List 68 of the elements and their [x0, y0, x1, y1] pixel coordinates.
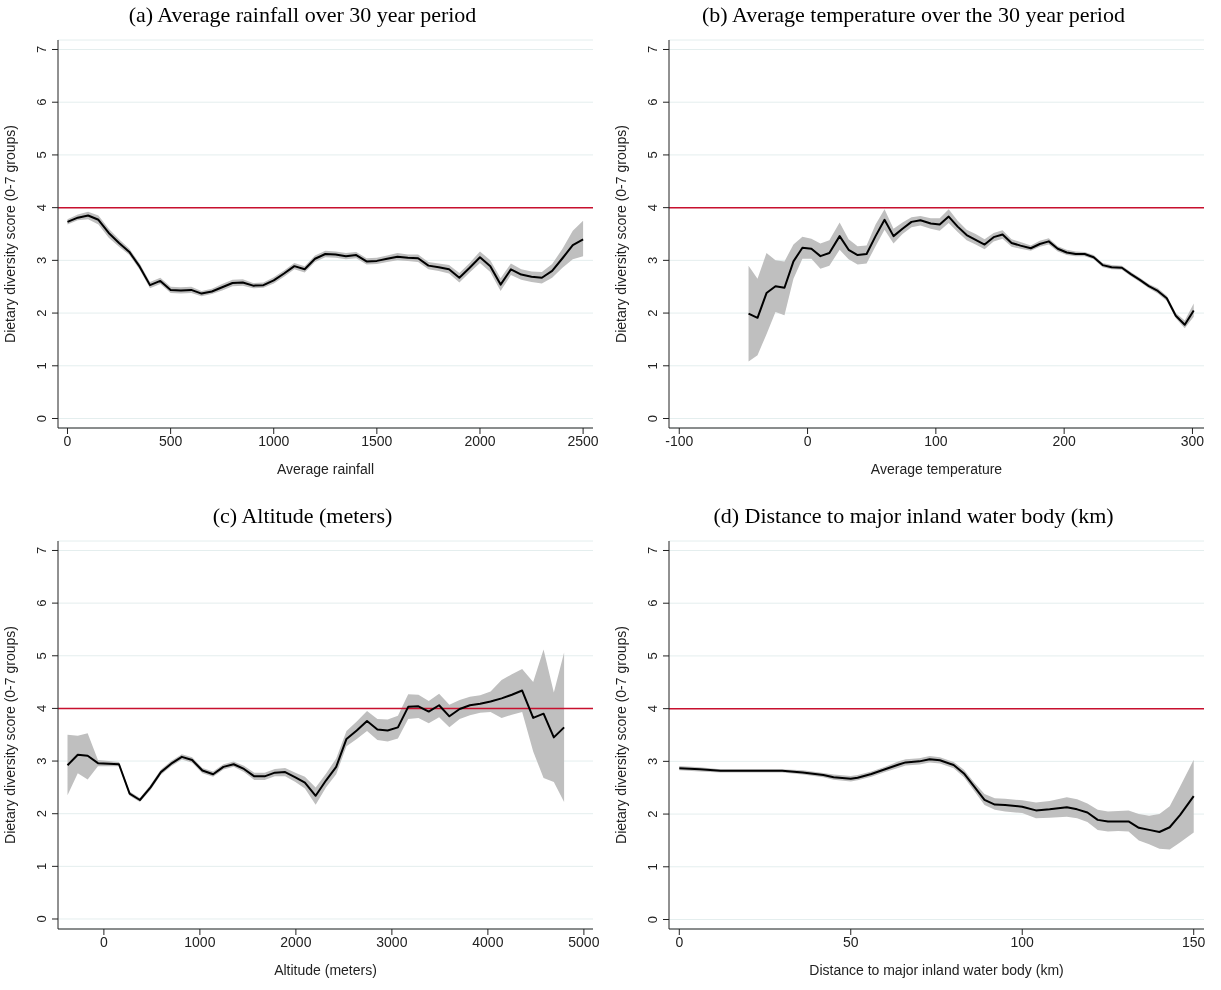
- y-tick-label: 7: [34, 546, 49, 555]
- y-tick-label: 6: [645, 599, 660, 607]
- chart-title: (d) Distance to major inland water body (km): [713, 502, 1114, 530]
- x-tick-label: 2500: [567, 432, 599, 449]
- y-tick-label: 7: [645, 546, 660, 555]
- x-tick-label: 3000: [376, 933, 408, 950]
- y-tick-label: 2: [34, 810, 49, 818]
- y-tick-label: 1: [645, 863, 660, 871]
- y-tick-label: 4: [645, 705, 660, 713]
- line-series: [747, 215, 1195, 326]
- y-tick-label: 4: [34, 204, 49, 212]
- x-axis-title: Average rainfall: [276, 461, 375, 477]
- y-tick-label: 6: [34, 599, 49, 607]
- y-axis-title: Dietary diversity score (0-7 groups): [1, 626, 18, 844]
- y-axis-title: Dietary diversity score (0-7 groups): [612, 125, 629, 343]
- x-tick-label: 100: [1010, 933, 1035, 950]
- x-tick-label: 200: [1052, 432, 1077, 449]
- y-tick-label: 2: [645, 309, 660, 317]
- y-tick-label: 1: [645, 362, 660, 370]
- x-tick-label: 50: [842, 933, 859, 950]
- x-tick-label: 500: [158, 432, 183, 449]
- y-tick-label: 0: [645, 414, 660, 423]
- y-tick-label: 0: [34, 915, 49, 923]
- y-tick-label: 3: [645, 256, 660, 264]
- y-axis-title: Dietary diversity score (0-7 groups): [1, 125, 18, 343]
- line-series: [66, 689, 566, 802]
- y-tick-label: 6: [34, 98, 49, 106]
- y-axis-title: Dietary diversity score (0-7 groups): [612, 626, 629, 844]
- y-tick-label: 7: [34, 45, 49, 54]
- chart-title: (c) Altitude (meters): [212, 502, 393, 530]
- y-tick-label: 6: [645, 98, 660, 106]
- x-tick-label: 0: [99, 933, 108, 950]
- y-tick-label: 5: [34, 151, 49, 159]
- x-axis-title: Average temperature: [870, 461, 1003, 477]
- x-tick-label: 0: [63, 432, 72, 449]
- line-series: [678, 758, 1195, 833]
- x-tick-label: 2000: [464, 432, 496, 449]
- y-tick-label: 4: [645, 204, 660, 212]
- y-tick-label: 0: [645, 915, 660, 924]
- y-tick-label: 4: [34, 704, 49, 713]
- x-tick-label: 1000: [184, 933, 216, 950]
- x-tick-label: 0: [675, 933, 684, 950]
- x-tick-label: 1000: [258, 432, 290, 449]
- y-tick-label: 3: [34, 256, 49, 264]
- y-tick-label: 1: [34, 362, 49, 370]
- y-tick-label: 2: [645, 810, 660, 818]
- x-tick-label: -100: [665, 432, 694, 449]
- x-axis-title: Altitude (meters): [274, 962, 377, 978]
- x-tick-label: 100: [924, 432, 948, 449]
- x-tick-label: 0: [803, 432, 812, 449]
- x-tick-label: 300: [1180, 432, 1205, 449]
- chart-title: (b) Average temperature over the 30 year period: [702, 1, 1125, 29]
- x-tick-label: 150: [1182, 933, 1206, 950]
- y-tick-label: 0: [34, 414, 49, 423]
- y-tick-label: 2: [34, 309, 49, 317]
- y-tick-label: 5: [645, 652, 660, 660]
- x-tick-label: 2000: [280, 933, 312, 950]
- x-tick-label: 5000: [568, 933, 600, 950]
- y-tick-label: 5: [645, 151, 660, 159]
- y-tick-label: 7: [645, 45, 660, 54]
- y-tick-label: 5: [34, 652, 49, 660]
- x-axis-title: Distance to major inland water body (km): [809, 962, 1064, 978]
- y-tick-label: 3: [645, 757, 660, 765]
- x-tick-label: 4000: [472, 933, 504, 950]
- x-tick-label: 1500: [361, 432, 393, 449]
- chart-title: (a) Average rainfall over 30 year period: [128, 1, 477, 29]
- y-tick-label: 3: [34, 757, 49, 765]
- y-tick-label: 1: [34, 862, 49, 870]
